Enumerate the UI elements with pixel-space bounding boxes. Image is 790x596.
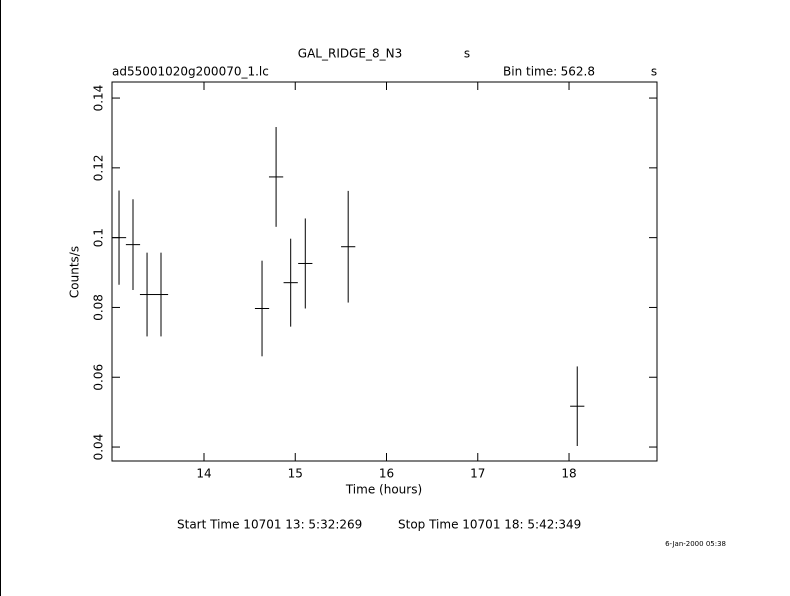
y-tick-label: 0.12 (92, 154, 106, 181)
chart-title: GAL_RIDGE_8_N3 (298, 47, 402, 61)
file-name: ad55001020g200070_1.lc (112, 65, 269, 79)
x-tick-label: 16 (379, 467, 394, 481)
x-axis-label: Time (hours) (345, 483, 422, 497)
timestamp: 6-Jan-2000 05:38 (665, 540, 726, 548)
x-tick-label: 15 (288, 467, 303, 481)
y-tick-label: 0.08 (92, 294, 106, 321)
y-tick-label: 0.14 (92, 85, 106, 112)
y-tick-label: 0.06 (92, 364, 106, 391)
x-tick-label: 18 (561, 467, 576, 481)
bin-time-label: Bin time: (503, 65, 557, 79)
plot-frame (111, 81, 658, 462)
y-tick-label: 0.1 (92, 228, 106, 247)
stop-time: Stop Time 10701 18: 5:42:349 (398, 518, 581, 532)
x-tick-label: 14 (196, 467, 211, 481)
bin-time-unit: s (651, 65, 657, 79)
title-unit: s (464, 47, 470, 61)
y-axis-label: Counts/s (68, 246, 82, 298)
start-time: Start Time 10701 13: 5:32:269 (177, 518, 362, 532)
bin-time: 562.8 (561, 65, 595, 79)
y-tick-label: 0.04 (92, 434, 106, 461)
x-tick-label: 17 (470, 467, 485, 481)
